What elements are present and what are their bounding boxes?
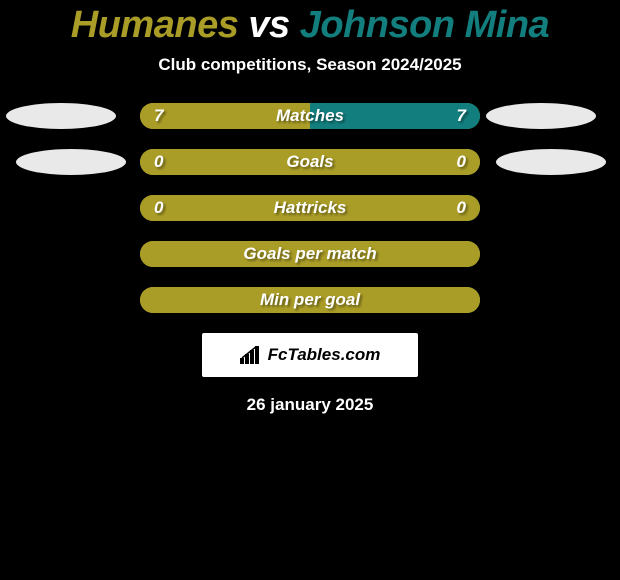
date: 26 january 2025	[0, 395, 620, 415]
stat-row: Matches7 7	[140, 103, 480, 129]
stat-label: Matches	[140, 103, 480, 129]
stat-value-right: 0	[457, 149, 466, 175]
stat-value-right: 0	[457, 195, 466, 221]
footer-logo-text: FcTables.com	[268, 345, 381, 365]
stat-row: Goals per match	[140, 241, 480, 267]
stat-label: Min per goal	[140, 287, 480, 313]
stat-rows: Matches77Goals00Hattricks00Goals per mat…	[0, 103, 620, 313]
stat-value-left: 0	[154, 195, 163, 221]
subtitle: Club competitions, Season 2024/2025	[0, 55, 620, 75]
footer-logo: FcTables.com	[202, 333, 418, 377]
stat-value-left: 0	[154, 149, 163, 175]
avatar-ellipse	[16, 149, 126, 175]
stat-label: Goals per match	[140, 241, 480, 267]
title-player1: Humanes	[71, 4, 239, 46]
chart-icon	[240, 346, 262, 364]
stat-row: Goals0 0	[140, 149, 480, 175]
title-player2: Johnson Mina	[300, 4, 549, 46]
title-vs: vs	[248, 4, 289, 46]
stat-value-left: 7	[154, 103, 163, 129]
avatar-ellipse	[496, 149, 606, 175]
stat-value-right: 7	[457, 103, 466, 129]
avatar-ellipse	[6, 103, 116, 129]
stat-row: Hattricks0 0	[140, 195, 480, 221]
avatar-ellipse	[486, 103, 596, 129]
stat-label: Goals	[140, 149, 480, 175]
stats-area: Matches77Goals00Hattricks00Goals per mat…	[0, 103, 620, 313]
stat-label: Hattricks	[140, 195, 480, 221]
comparison-title: Humanes vs Johnson Mina	[0, 0, 620, 47]
stat-row: Min per goal	[140, 287, 480, 313]
